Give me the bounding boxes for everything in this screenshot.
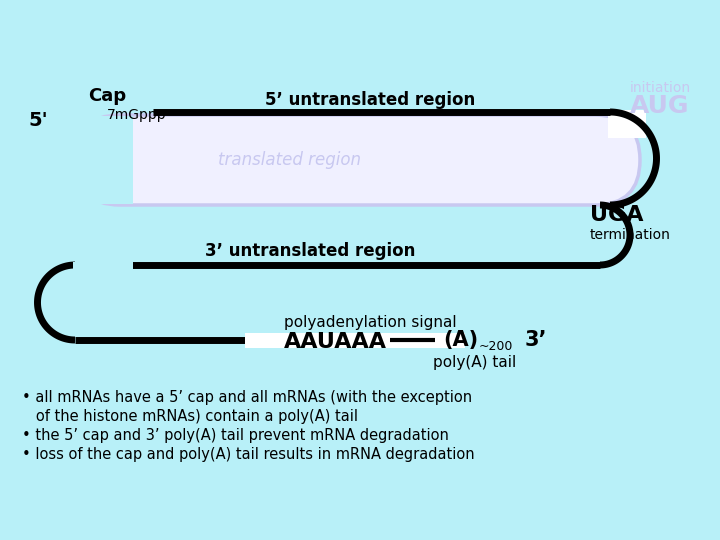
Text: AUG: AUG: [630, 94, 690, 118]
Text: • loss of the cap and poly(A) tail results in mRNA degradation: • loss of the cap and poly(A) tail resul…: [22, 447, 474, 462]
Text: ~200: ~200: [479, 340, 513, 353]
FancyBboxPatch shape: [75, 115, 640, 205]
Text: initiation: initiation: [629, 81, 690, 95]
Text: poly(A) tail: poly(A) tail: [433, 354, 517, 369]
Bar: [608, 110, 646, 138]
Text: polyadenylation signal: polyadenylation signal: [284, 314, 456, 329]
Text: 3’ untranslated region: 3’ untranslated region: [204, 242, 415, 260]
Bar: [73, 116, 133, 204]
Text: • the 5’ cap and 3’ poly(A) tail prevent mRNA degradation: • the 5’ cap and 3’ poly(A) tail prevent…: [22, 428, 449, 443]
Text: 5’ untranslated region: 5’ untranslated region: [265, 91, 475, 109]
Text: translated region: translated region: [218, 151, 361, 169]
Text: Cap: Cap: [88, 87, 126, 105]
Text: • all mRNAs have a 5’ cap and all mRNAs (with the exception: • all mRNAs have a 5’ cap and all mRNAs …: [22, 390, 472, 405]
Text: 7mGppp: 7mGppp: [107, 108, 166, 122]
Text: of the histone mRNAs) contain a poly(A) tail: of the histone mRNAs) contain a poly(A) …: [22, 409, 358, 424]
Text: termination: termination: [590, 228, 671, 242]
Bar: [73, 261, 133, 268]
Text: 3’: 3’: [525, 330, 547, 350]
Text: AAUAAA: AAUAAA: [284, 332, 387, 352]
Text: (A): (A): [443, 330, 478, 350]
Text: UGA: UGA: [590, 205, 644, 225]
Bar: [245, 333, 465, 348]
Text: 5': 5': [28, 111, 48, 130]
